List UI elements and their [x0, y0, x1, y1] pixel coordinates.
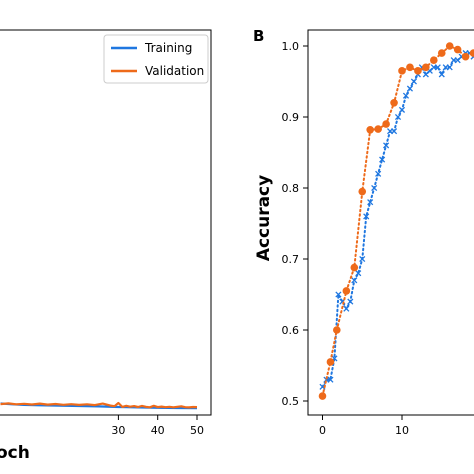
panel-b-point-training-19 — [394, 113, 402, 121]
panel-a-series — [0, 401, 198, 410]
panel-b-point-training-15 — [379, 156, 386, 163]
panel-b-point-training-20 — [398, 106, 406, 113]
panel-b-series-line-training — [321, 52, 474, 388]
panel-b-point-validation-6 — [366, 125, 375, 134]
panel-a-x-tick-label-2: 50 — [190, 424, 204, 437]
panel-b-point-training-21 — [402, 92, 410, 99]
panel-b-point-validation-9 — [390, 99, 398, 107]
panel-b-point-training-18 — [390, 128, 398, 135]
panel-b-point-validation-10 — [398, 67, 406, 75]
panel-a-x-tick-label-0: 30 — [111, 424, 125, 437]
panel-b-point-training-29 — [434, 64, 441, 71]
panel-b-y-tick-label-0: 0.5 — [282, 395, 300, 408]
panel-b-point-validation-17 — [453, 45, 462, 54]
panel-b-series-line-validation — [321, 44, 474, 397]
panel-b-point-validation-2 — [333, 326, 341, 334]
legend-validation-label: Validation — [145, 64, 204, 78]
panel-a-series-line-validation — [0, 401, 198, 409]
panel-b-point-training-30 — [438, 71, 445, 78]
panel-b-point-training-4 — [335, 291, 342, 298]
panel-b-point-validation-16 — [445, 42, 454, 50]
panel-b-point-training-16 — [383, 142, 390, 149]
panel-b-y-tick-label-1: 0.6 — [282, 324, 300, 337]
panel-b-point-validation-11 — [406, 63, 414, 72]
panel-b-y-tick-label-2: 0.7 — [282, 253, 300, 266]
panel-b-point-validation-14 — [430, 56, 438, 64]
panel-b-point-training-8 — [351, 277, 358, 284]
panel-b-x-ticks: 0 10 — [319, 415, 409, 437]
panel-a-x-axis-title: och — [0, 443, 30, 463]
panel-b-point-validation-13 — [422, 63, 430, 72]
panel-b-point-validation-1 — [326, 358, 335, 366]
panel-b-x-tick-label-1: 10 — [395, 424, 409, 437]
panel-b: B 0.5 0.6 0.7 0.8 0.9 1.0 0 10 Accuracy — [253, 27, 474, 437]
panel-b-point-validation-12 — [414, 67, 422, 75]
panel-a: 30 40 50 och Training Validation — [0, 29, 212, 463]
legend-training-label: Training — [144, 41, 192, 55]
panel-b-point-validation-4 — [350, 263, 359, 272]
panel-b-point-validation-7 — [374, 125, 382, 133]
legend: Training Validation — [103, 34, 209, 84]
panel-b-point-training-12 — [367, 199, 374, 206]
panel-b-point-validation-18 — [461, 52, 470, 61]
panel-b-point-training-6 — [343, 305, 350, 312]
panel-b-y-tick-label-3: 0.8 — [282, 182, 300, 195]
panel-a-x-tick-label-1: 40 — [151, 424, 165, 437]
panel-b-point-validation-15 — [437, 49, 446, 57]
panel-b-label: B — [253, 27, 264, 45]
panel-a-x-ticks: 30 40 50 — [111, 415, 204, 437]
panel-a-frame — [0, 29, 212, 416]
panel-b-point-training-10 — [359, 255, 366, 263]
panel-b-point-training-32 — [446, 64, 453, 71]
panel-b-y-axis-title: Accuracy — [254, 175, 274, 261]
panel-b-point-training-2 — [327, 376, 334, 383]
panel-b-point-validation-8 — [382, 120, 390, 128]
panel-b-y-tick-label-4: 0.9 — [282, 111, 300, 124]
panel-b-point-training-22 — [406, 85, 414, 92]
panel-b-point-training-14 — [375, 170, 382, 177]
panel-b-point-training-23 — [410, 78, 417, 85]
panel-b-point-training-9 — [355, 270, 362, 277]
panel-b-point-validation-0 — [318, 392, 327, 400]
panel-b-point-validation-3 — [342, 287, 351, 295]
panel-b-series — [318, 42, 474, 400]
panel-b-y-tick-label-5: 1.0 — [282, 40, 300, 53]
panel-b-point-training-13 — [371, 184, 378, 192]
panel-b-point-training-11 — [363, 213, 370, 220]
panel-b-y-ticks: 0.5 0.6 0.7 0.8 0.9 1.0 — [282, 40, 308, 408]
panel-b-x-tick-label-0: 0 — [319, 424, 326, 437]
panel-b-point-training-7 — [347, 298, 354, 305]
panel-b-point-validation-5 — [358, 187, 367, 196]
panel-b-point-validation-19 — [469, 49, 474, 57]
panel-b-frame — [307, 29, 474, 416]
